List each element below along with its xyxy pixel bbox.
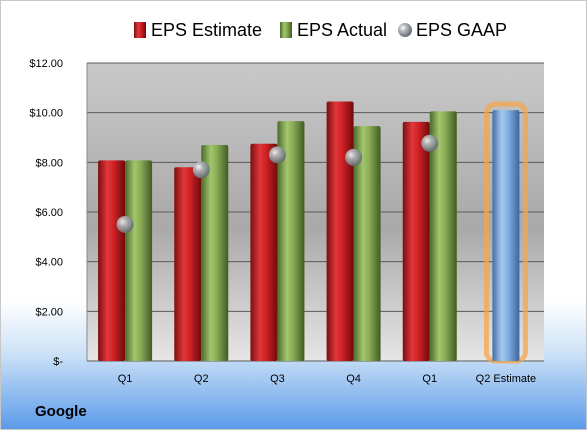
y-tick-label: $12.00 (29, 58, 63, 70)
legend-swatch-eps-gaap (398, 23, 412, 37)
company-name: Google (35, 403, 87, 420)
legend-swatch (134, 22, 146, 38)
bar-eps-actual (125, 160, 153, 361)
y-tick-label: $2.00 (35, 306, 63, 318)
x-tick-label: Q1 (422, 373, 437, 385)
legend-label: EPS Estimate (151, 20, 262, 40)
bar-eps-actual (353, 126, 381, 362)
marker-eps-gaap (268, 146, 286, 164)
y-tick-label: $6.00 (35, 207, 63, 219)
legend-swatch (280, 22, 292, 38)
bar-eps-estimate (174, 167, 202, 361)
x-tick-label: Q1 (118, 373, 133, 385)
marker-eps-gaap (345, 148, 363, 166)
y-tick-label: $- (53, 356, 63, 368)
marker-eps-gaap (421, 134, 439, 152)
marker-eps-gaap (192, 161, 210, 179)
bar-eps-estimate (98, 160, 126, 361)
y-tick-label: $10.00 (29, 108, 63, 120)
x-tick-label: Q2 (194, 373, 209, 385)
legend-label: EPS Actual (297, 20, 387, 40)
y-tick-label: $8.00 (35, 157, 63, 169)
bar-eps-actual (201, 144, 229, 361)
y-tick-label: $4.00 (35, 257, 63, 269)
bar-eps-actual (429, 111, 457, 361)
x-tick-label: Q4 (346, 373, 361, 385)
bar-eps-actual (277, 121, 305, 361)
bar-eps-estimate-forecast (492, 110, 520, 361)
bar-eps-estimate (326, 101, 354, 361)
x-tick-label: Q3 (270, 373, 285, 385)
bar-eps-estimate (402, 121, 430, 361)
marker-eps-gaap (116, 215, 134, 233)
legend-label: EPS GAAP (416, 20, 507, 40)
bar-eps-estimate (250, 143, 278, 361)
x-tick-label: Q2 Estimate (476, 373, 537, 385)
